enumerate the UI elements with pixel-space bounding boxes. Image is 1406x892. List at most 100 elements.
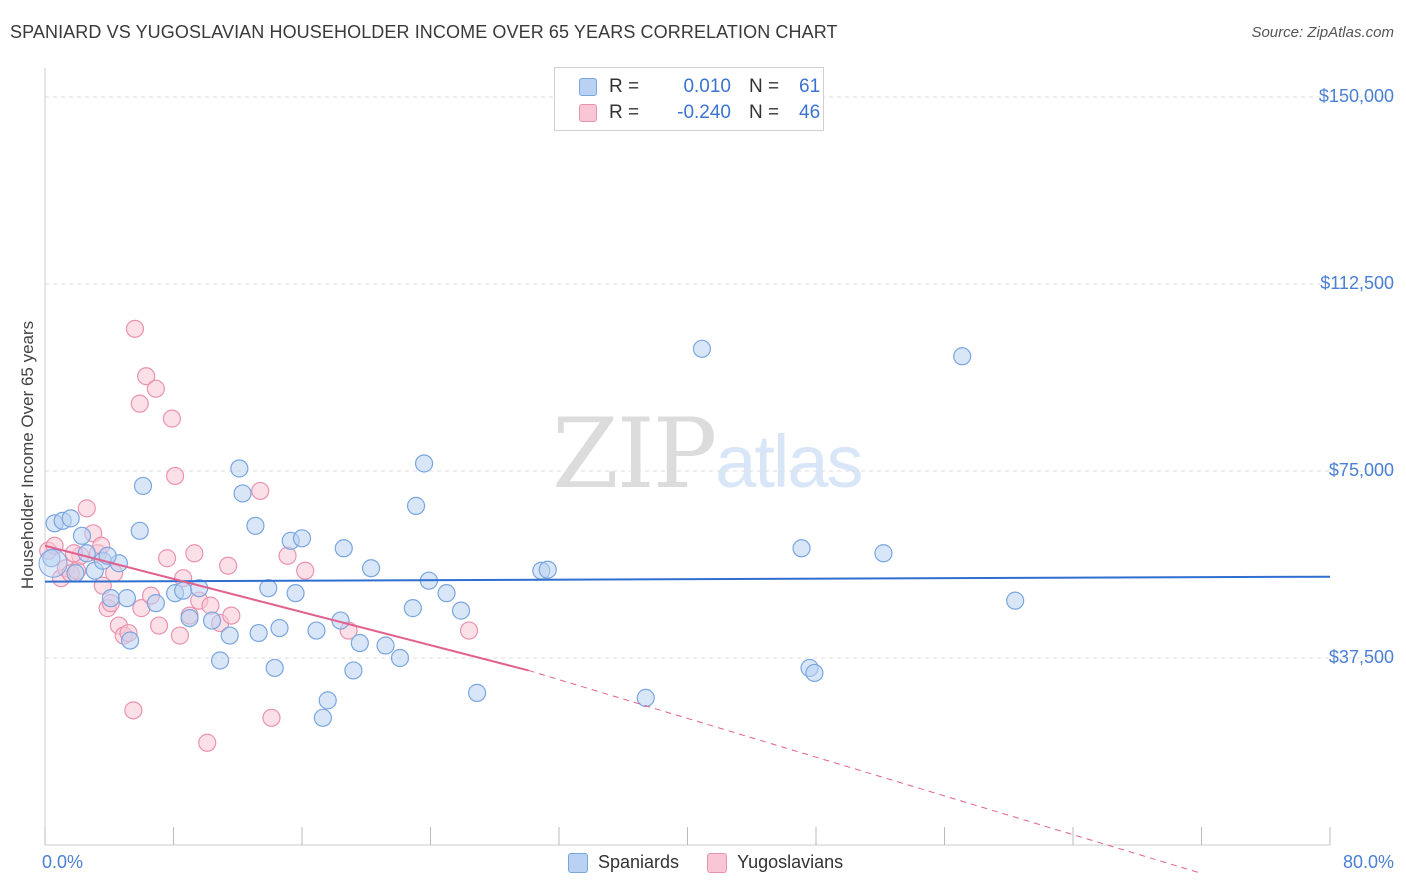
gridlines <box>45 96 1395 659</box>
y-tick-label: $75,000 <box>1328 459 1394 480</box>
data-point-spaniards <box>344 661 363 680</box>
data-point-spaniards <box>1006 591 1025 610</box>
data-point-spaniards <box>376 636 395 655</box>
data-point-spaniards <box>220 626 239 645</box>
series-legend-spaniards[interactable]: Spaniards <box>568 852 679 873</box>
data-point-spaniards <box>270 618 289 638</box>
data-point-yugoslavians <box>278 546 297 565</box>
legend-row-yugoslavians: R = -0.240 N = 46 <box>579 101 820 125</box>
data-point-yugoslavians <box>459 621 479 640</box>
trend-lines <box>44 544 1331 873</box>
data-point-spaniards <box>437 584 456 603</box>
data-point-spaniards <box>361 559 381 578</box>
data-point-spaniards <box>174 581 193 600</box>
correlation-legend: R = 0.010 N = 61 R = -0.240 N = 46 <box>554 67 824 131</box>
data-point-spaniards <box>350 633 369 653</box>
legend-r-value: 0.010 <box>683 76 731 97</box>
data-point-spaniards <box>130 521 149 540</box>
y-tick-label: $112,500 <box>1320 272 1394 293</box>
data-point-yugoslavians <box>296 561 315 580</box>
data-point-spaniards <box>414 454 434 473</box>
legend-n-label: N = <box>749 76 780 97</box>
data-point-spaniards <box>792 539 811 558</box>
data-point-spaniards <box>307 621 326 640</box>
data-point-spaniards <box>805 663 824 683</box>
data-point-yugoslavians <box>170 626 190 645</box>
data-point-spaniards <box>202 611 222 630</box>
source-label: Source: ZipAtlas.com <box>1251 24 1394 41</box>
watermark-zip: ZIP <box>552 398 717 510</box>
data-point-spaniards <box>538 560 557 579</box>
data-point-spaniards <box>190 579 209 598</box>
data-point-spaniards <box>77 544 96 563</box>
legend-n-label: N = <box>749 102 780 123</box>
series-legend-yugoslavians[interactable]: Yugoslavians <box>707 852 843 873</box>
legend-swatch-yugoslavians <box>579 104 597 122</box>
trend-line-yugoslavians <box>44 544 529 672</box>
legend-n-value: 46 <box>799 102 821 123</box>
data-point-spaniards <box>117 589 137 608</box>
series-label-spaniards: Spaniards <box>598 852 680 872</box>
data-point-yugoslavians <box>130 394 149 413</box>
watermark-atlas: atlas <box>715 420 863 503</box>
chart-title: SPANIARD VS YUGOSLAVIAN HOUSEHOLDER INCO… <box>10 22 838 42</box>
x-tick-label-max: 80.0% <box>1342 852 1394 872</box>
data-point-yugoslavians <box>137 367 156 386</box>
axes <box>44 68 1331 846</box>
data-point-spaniards <box>230 459 249 478</box>
data-point-yugoslavians <box>157 549 177 568</box>
y-tick-label: $37,500 <box>1328 646 1394 667</box>
data-point-spaniards <box>133 476 153 496</box>
y-axis-label: Householder Income Over 65 years <box>18 320 37 590</box>
series-label-yugoslavians: Yugoslavians <box>737 852 844 872</box>
data-point-spaniards <box>467 683 487 702</box>
data-point-spaniards <box>390 648 410 668</box>
data-point-spaniards <box>286 584 305 603</box>
data-point-yugoslavians <box>251 481 270 501</box>
data-point-spaniards <box>334 539 353 558</box>
data-point-spaniards <box>313 708 332 727</box>
data-point-spaniards <box>101 589 120 608</box>
series-swatch-spaniards <box>568 852 588 873</box>
data-point-spaniards <box>146 594 165 613</box>
watermark: ZIPatlas <box>552 398 864 510</box>
data-points <box>38 319 1025 752</box>
data-point-spaniards <box>233 484 252 503</box>
data-point-yugoslavians <box>222 606 241 625</box>
data-point-yugoslavians <box>146 379 165 398</box>
data-point-spaniards <box>692 339 712 358</box>
series-swatch-yugoslavians <box>707 852 728 873</box>
data-point-yugoslavians <box>198 733 217 752</box>
data-point-yugoslavians <box>185 544 204 563</box>
data-point-spaniards <box>318 691 337 710</box>
data-point-yugoslavians <box>166 466 185 486</box>
trend-line-extension-yugoslavians <box>528 669 1199 873</box>
data-point-spaniards <box>246 516 265 535</box>
x-tick-label-min: 0.0% <box>42 852 84 872</box>
data-point-spaniards <box>61 509 80 528</box>
legend-n-value: 61 <box>799 76 821 97</box>
data-point-spaniards <box>953 347 972 366</box>
data-point-spaniards <box>292 529 312 548</box>
legend-r-value: -0.240 <box>677 102 731 123</box>
data-point-yugoslavians <box>77 499 96 518</box>
data-point-yugoslavians <box>162 409 181 428</box>
data-point-yugoslavians <box>149 616 169 635</box>
y-tick-label: $150,000 <box>1318 85 1394 106</box>
data-point-spaniards <box>249 623 268 643</box>
data-point-spaniards <box>38 548 68 578</box>
legend-r-label: R = <box>609 76 640 97</box>
data-point-spaniards <box>403 599 422 618</box>
data-point-yugoslavians <box>262 708 281 727</box>
data-point-yugoslavians <box>201 596 220 615</box>
data-point-spaniards <box>874 544 893 563</box>
data-point-yugoslavians <box>219 556 238 575</box>
legend-r-label: R = <box>609 102 640 123</box>
data-point-spaniards <box>451 601 471 620</box>
data-point-spaniards <box>121 631 140 650</box>
series-legend: Spaniards Yugoslavians <box>568 852 871 873</box>
data-point-spaniards <box>259 579 278 598</box>
data-point-spaniards <box>210 651 230 670</box>
data-point-spaniards <box>72 526 92 545</box>
